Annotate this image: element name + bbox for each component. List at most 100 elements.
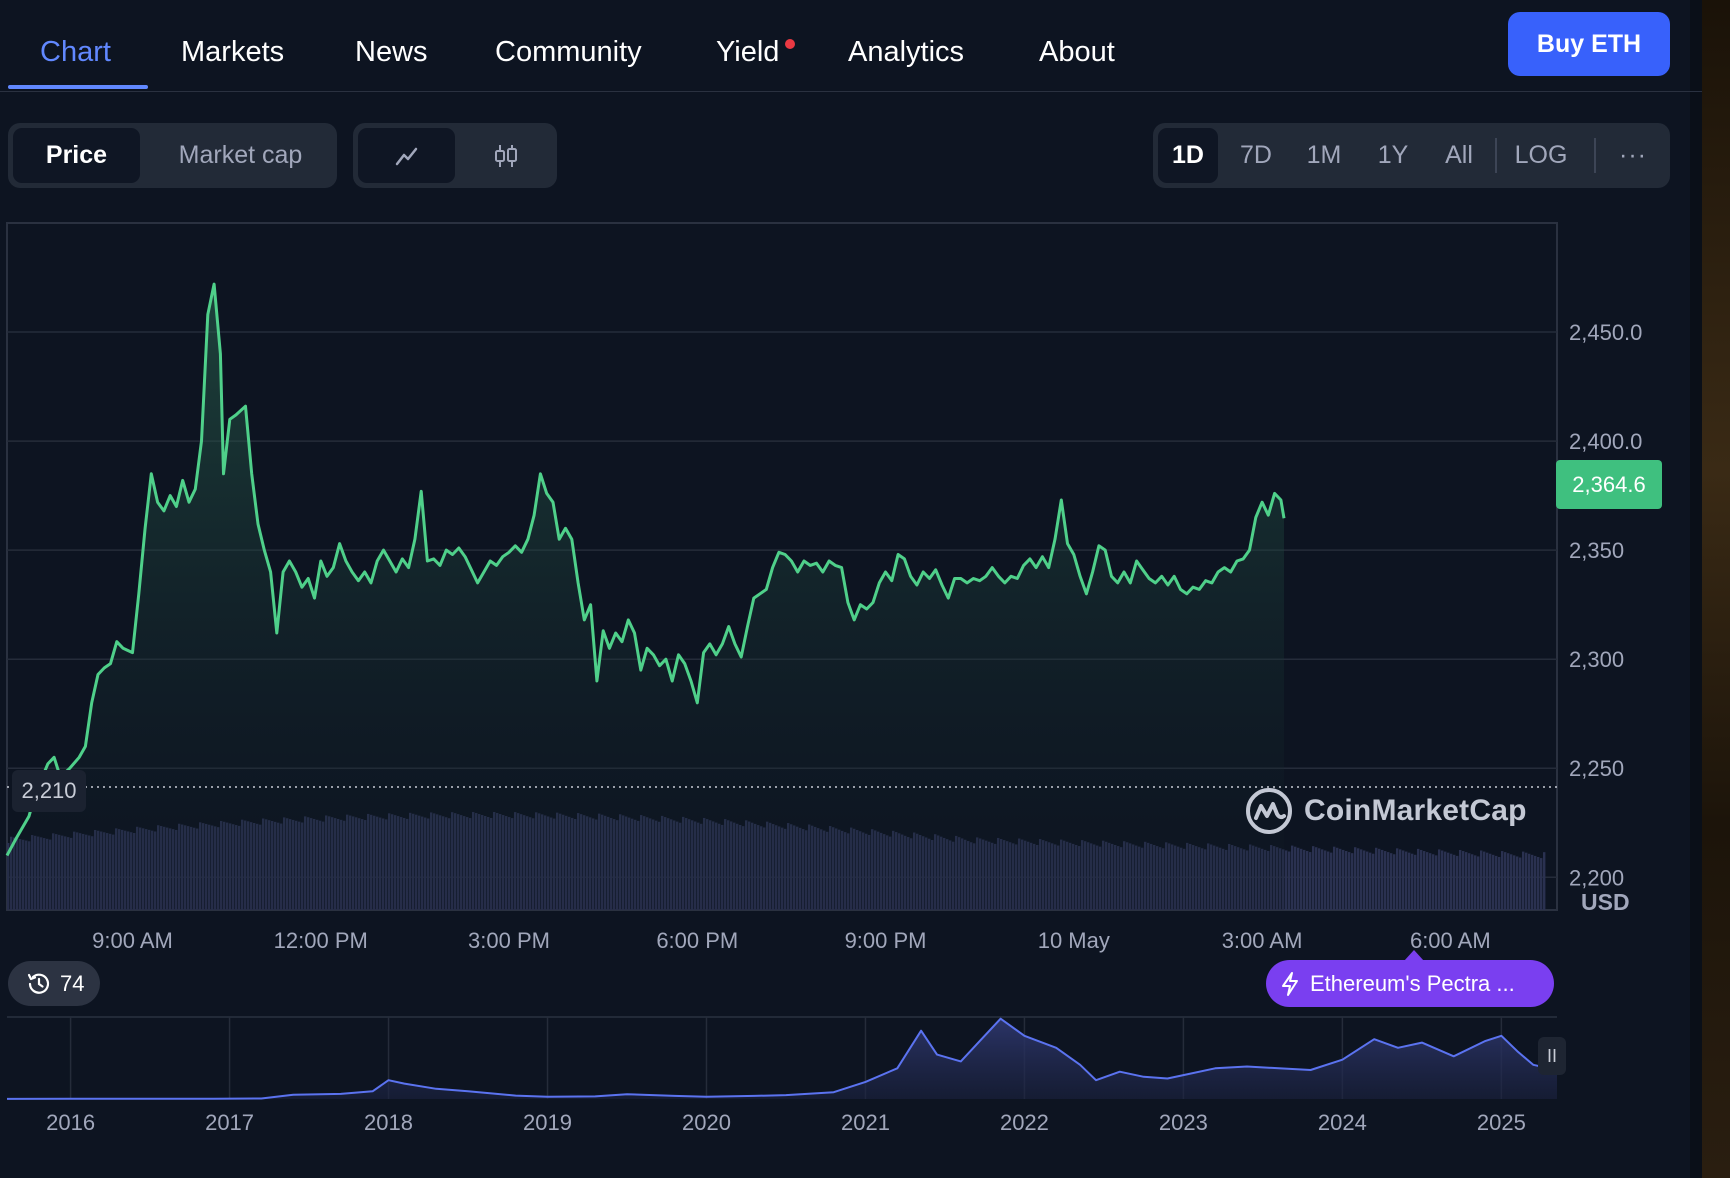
y-tick-label: 2,450.0 [1569, 320, 1642, 345]
y-tick-label: 2,300 [1569, 647, 1624, 672]
current-price-tag: 2,364.6 [1556, 460, 1662, 509]
line-chart-button[interactable] [358, 128, 455, 183]
volume-bar [1429, 853, 1432, 910]
buy-eth-button[interactable]: Buy ETH [1508, 12, 1670, 76]
volume-bar [1345, 850, 1348, 910]
volume-bar [1366, 851, 1369, 910]
tab-analytics[interactable]: Analytics [848, 36, 965, 68]
overview-year-label: 2023 [1159, 1110, 1208, 1135]
volume-bar [1516, 856, 1519, 910]
volume-bar [1444, 851, 1447, 910]
volume-bar [1384, 851, 1387, 910]
news-pointer [1404, 950, 1424, 961]
tab-news[interactable]: News [355, 36, 428, 68]
volume-bar [1339, 848, 1342, 910]
volume-bar [1525, 852, 1528, 910]
volume-bar [1309, 852, 1312, 910]
volume-bar [1318, 848, 1321, 910]
divider [1495, 138, 1497, 173]
news-event-pill[interactable]: Ethereum's Pectra ... [1266, 960, 1554, 1007]
y-tick-label: 2,250 [1569, 756, 1624, 781]
volume-bar [1468, 853, 1471, 910]
volume-bar [1534, 855, 1537, 910]
overview-year-label: 2022 [1000, 1110, 1049, 1135]
more-options-button[interactable]: ··· [1619, 141, 1647, 169]
volume-bar [1402, 850, 1405, 910]
history-badge[interactable]: 74 [8, 961, 100, 1006]
background-edge [1702, 0, 1730, 1178]
volume-bar [1492, 854, 1495, 910]
volume-bar [1408, 852, 1411, 910]
low-price-tag: 2,210 [12, 770, 86, 812]
range-7d[interactable]: 7D [1240, 141, 1272, 169]
volume-bar [1354, 847, 1357, 910]
volume-bar [1522, 851, 1525, 910]
volume-bar [1396, 848, 1399, 910]
overview-year-label: 2019 [523, 1110, 572, 1135]
range-1d[interactable]: 1D [1158, 128, 1218, 183]
volume-bar [1450, 853, 1453, 910]
range-toggle: 1D 7D 1M 1Y All LOG ··· [1153, 123, 1670, 188]
volume-bar [1327, 851, 1330, 910]
volume-bar [1537, 856, 1540, 910]
tab-chart[interactable]: Chart [40, 36, 111, 68]
overview-year-label: 2024 [1318, 1110, 1367, 1135]
volume-bar [1510, 854, 1513, 910]
volume-bar [1288, 851, 1291, 910]
range-all[interactable]: All [1445, 141, 1473, 169]
volume-bar [1519, 857, 1522, 910]
x-tick-label: 10 May [1038, 928, 1110, 953]
volume-bar [1438, 849, 1441, 910]
overview-area [6, 1017, 1558, 1100]
volume-bar [1462, 851, 1465, 910]
volume-bar [1528, 853, 1531, 910]
volume-bar [1360, 849, 1363, 910]
volume-bar [1543, 852, 1546, 910]
overview-x-axis: 2016 2017 2018 2019 2020 2021 2022 2023 2024 2025 [46, 1110, 1526, 1135]
x-tick-label: 12:00 PM [274, 928, 368, 953]
overview-year-label: 2018 [364, 1110, 413, 1135]
volume-bar [1387, 852, 1390, 910]
log-scale-toggle[interactable]: LOG [1514, 141, 1568, 169]
y-tick-label: 2,400.0 [1569, 429, 1642, 454]
candlestick-button[interactable] [459, 128, 553, 183]
volume-bar [1300, 848, 1303, 910]
history-icon [27, 973, 50, 994]
market-cap-tab[interactable]: Market cap [178, 141, 303, 169]
metric-toggle: Price Market cap [8, 123, 337, 188]
price-area [5, 282, 1286, 911]
tab-markets[interactable]: Markets [181, 36, 285, 68]
tab-about[interactable]: About [1039, 36, 1115, 68]
divider [1594, 138, 1596, 173]
range-1y[interactable]: 1Y [1377, 141, 1409, 169]
volume-bar [1486, 852, 1489, 910]
coinmarketcap-logo-icon [1246, 788, 1292, 834]
x-tick-label: 9:00 AM [92, 928, 173, 953]
volume-bar [1393, 854, 1396, 910]
tab-yield[interactable]: Yield [716, 36, 780, 68]
volume-bar [1303, 849, 1306, 910]
volume-bar [1381, 849, 1384, 910]
volume-bar [1342, 849, 1345, 910]
price-tab[interactable]: Price [13, 128, 140, 183]
volume-bar [1483, 851, 1486, 910]
volume-bar [1432, 854, 1435, 910]
volume-bar [1441, 850, 1444, 910]
volume-bar [1336, 847, 1339, 910]
range-1m[interactable]: 1M [1306, 141, 1342, 169]
volume-bar [1324, 850, 1327, 910]
brand-watermark: CoinMarketCap [1244, 786, 1527, 836]
price-line [5, 282, 1286, 857]
overview-range-handle[interactable]: II [1538, 1037, 1566, 1075]
volume-bar [1375, 847, 1378, 910]
volume-bar [1333, 846, 1336, 910]
volume-bar [1495, 855, 1498, 910]
volume-bar [1507, 853, 1510, 910]
tab-community[interactable]: Community [495, 36, 642, 68]
volume-bar [1471, 854, 1474, 910]
volume-bar [1474, 855, 1477, 910]
volume-bar [1306, 850, 1309, 910]
overview-year-label: 2021 [841, 1110, 890, 1135]
volume-bar [1414, 854, 1417, 910]
